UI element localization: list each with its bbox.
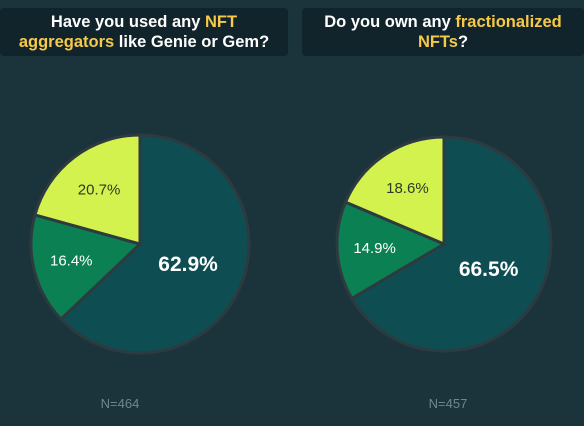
pie-slice (59, 133, 251, 355)
title-text: like Genie or Gem? (114, 33, 270, 51)
pie-slice (335, 200, 446, 300)
title-highlight: aggregators (18, 33, 115, 51)
title-text: Do you own any (324, 13, 456, 31)
chart-title-right: Do you own any fractionalized NFTs? (302, 8, 584, 56)
title-highlight: NFTs (417, 33, 458, 51)
slice-label: 16.4% (50, 253, 93, 270)
slice-label: 20.7% (78, 182, 121, 199)
pie-slice (29, 213, 142, 321)
title-highlight: fractionalized (455, 13, 562, 31)
title-line-1: Do you own any fractionalized (302, 12, 584, 32)
chart-title-left: Have you used any NFT aggregators like G… (0, 8, 288, 56)
title-line-2: NFTs? (302, 32, 584, 52)
slice-label: 14.9% (353, 240, 396, 257)
title-text: Have you used any (50, 13, 205, 31)
slice-label: 62.9% (158, 253, 218, 276)
title-line-2: aggregators like Genie or Gem? (0, 32, 288, 52)
sample-size-left: N=464 (100, 396, 140, 411)
slice-label: 18.6% (386, 180, 429, 197)
title-line-1: Have you used any NFT (0, 12, 288, 32)
title-highlight: NFT (204, 13, 238, 31)
sample-size-right: N=457 (428, 396, 468, 411)
pie-slice (33, 133, 142, 246)
pie-slice (344, 135, 446, 246)
slice-label: 66.5% (459, 258, 519, 281)
pie-slice (350, 135, 553, 353)
title-text: ? (457, 33, 469, 51)
